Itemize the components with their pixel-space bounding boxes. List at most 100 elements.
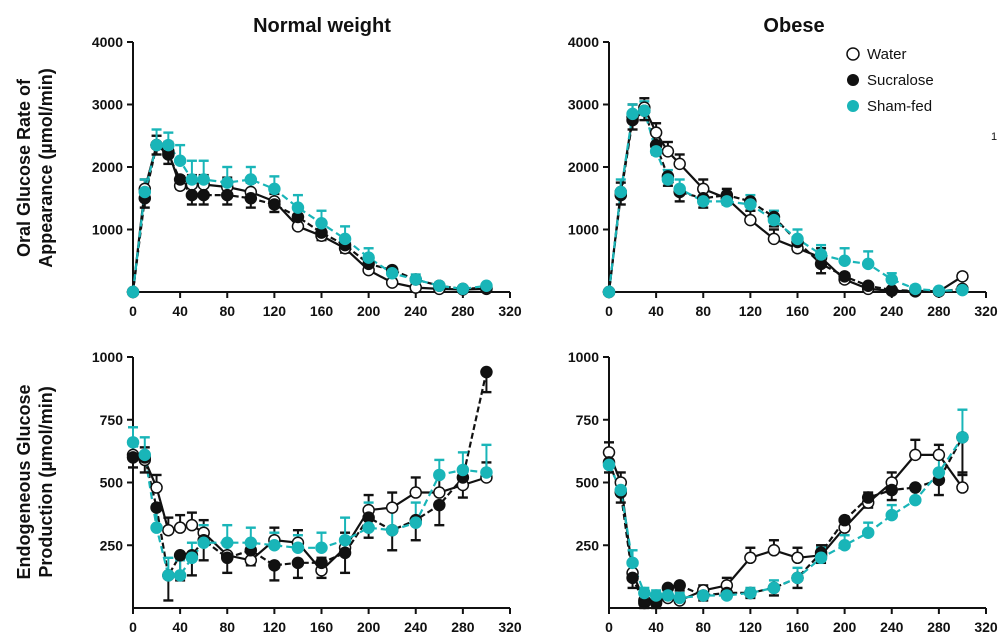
data-point-sham-fed <box>433 279 446 292</box>
series-line-sucralose <box>607 108 963 293</box>
y-tick-label: 500 <box>100 475 124 491</box>
ylabel-oral-line2: Appearance (µmol/min) <box>36 68 56 267</box>
data-point-sham-fed <box>221 176 234 189</box>
x-tick-label: 160 <box>786 619 810 635</box>
stray-label: 1 <box>991 131 997 143</box>
x-tick-label: 240 <box>880 619 904 635</box>
data-point-sham-fed <box>315 541 328 555</box>
data-point-water <box>661 145 675 158</box>
legend-marker-sham-fed <box>847 100 859 112</box>
data-point-sham-fed <box>861 526 875 539</box>
data-point-water <box>649 126 663 139</box>
data-point-sham-fed <box>885 273 898 286</box>
panels: 0 40 80 120 160 200 240 280 32010002000300040000… <box>92 34 998 635</box>
data-point-sham-fed <box>338 533 352 547</box>
data-point-sham-fed <box>315 217 328 230</box>
data-point-sucralose <box>480 365 493 379</box>
data-point-sham-fed <box>932 466 946 479</box>
legend-label-water: Water <box>867 46 906 63</box>
data-point-sucralose <box>838 513 851 527</box>
data-point-sham-fed <box>626 107 639 121</box>
data-point-water <box>956 270 969 283</box>
x-tick-label: 40 <box>648 303 664 319</box>
data-point-water <box>162 523 175 537</box>
x-tick-label: 200 <box>833 303 857 319</box>
y-tick-label: 3000 <box>568 97 599 113</box>
data-point-sham-fed <box>673 591 686 605</box>
x-tick-label: 40 <box>172 303 188 319</box>
data-point-sucralose <box>244 192 258 205</box>
data-point-sucralose <box>197 188 210 202</box>
y-tick-label: 1000 <box>92 349 123 365</box>
x-tick-label: 160 <box>786 303 810 319</box>
data-point-sham-fed <box>744 586 757 600</box>
data-point-sham-fed <box>649 589 663 602</box>
y-tick-label: 750 <box>576 412 600 428</box>
data-point-water <box>744 551 757 565</box>
legend-marker-sucralose <box>847 74 859 86</box>
x-tick-label: 160 <box>310 303 334 319</box>
data-point-sham-fed <box>720 195 734 208</box>
x-tick-label: 160 <box>310 619 334 635</box>
data-point-sucralose <box>838 270 851 283</box>
data-point-sham-fed <box>956 283 969 297</box>
data-point-sham-fed <box>150 521 163 534</box>
data-point-sucralose <box>338 546 352 560</box>
data-point-water <box>909 448 922 462</box>
data-point-sham-fed <box>791 571 804 585</box>
data-point-sham-fed <box>409 273 422 286</box>
x-tick-label: 0 <box>129 619 137 635</box>
data-point-sucralose <box>268 559 281 572</box>
data-point-sham-fed <box>126 285 140 299</box>
series-line-sucralose <box>131 143 487 293</box>
data-point-sucralose <box>861 491 875 504</box>
series-line-water <box>132 453 487 573</box>
chart-panel-normal-weight-top: 0 40 80 120 160 200 240 280 320 1000 2000 3000 4000 <box>92 34 522 319</box>
data-point-sham-fed <box>614 185 628 199</box>
data-point-sucralose <box>433 498 446 512</box>
data-point-sham-fed <box>861 257 875 271</box>
legend-marker-water <box>846 47 860 61</box>
data-point-sucralose <box>173 549 187 562</box>
data-point-sham-fed <box>932 284 946 297</box>
data-point-sham-fed <box>767 581 781 595</box>
data-point-sham-fed <box>602 285 616 299</box>
chart-panel-obese-top: 0 40 80 120 160 200 240 280 320 1000 2000 3000 4000 <box>568 34 998 319</box>
data-point-sham-fed <box>138 448 152 462</box>
x-tick-label: 280 <box>927 303 951 319</box>
data-point-water <box>767 544 781 557</box>
y-tick-label: 1000 <box>568 222 599 238</box>
data-point-sham-fed <box>626 556 639 570</box>
data-point-sham-fed <box>661 173 675 186</box>
data-point-sham-fed <box>244 173 258 186</box>
ylabel-egp-line1: Endogeneous Glucose <box>14 384 34 579</box>
chart-panel-obese-bottom: 0 40 80 120 160 200 240 280 320 250 500 750 1000 <box>568 349 998 635</box>
x-tick-label: 120 <box>263 619 287 635</box>
data-point-sucralose <box>268 198 281 211</box>
data-point-sham-fed <box>909 493 922 507</box>
data-point-sucralose <box>885 483 898 497</box>
x-tick-label: 280 <box>451 303 475 319</box>
data-point-sham-fed <box>138 185 152 199</box>
data-point-sham-fed <box>221 536 234 549</box>
data-point-sucralose <box>909 481 922 494</box>
ylabel-egp: Endogeneous Glucose Production (µmol/min… <box>14 384 56 579</box>
data-point-water <box>932 448 946 462</box>
data-point-sucralose <box>291 556 305 570</box>
y-tick-label: 1000 <box>92 222 123 238</box>
y-tick-label: 2000 <box>92 159 123 175</box>
data-point-sham-fed <box>614 483 628 497</box>
series-line-sham-fed <box>131 144 487 293</box>
data-point-sham-fed <box>720 589 734 602</box>
x-tick-label: 320 <box>974 619 998 635</box>
x-tick-label: 80 <box>219 303 235 319</box>
data-point-sham-fed <box>909 282 922 296</box>
chart-panel-normal-weight-bottom: 0 40 80 120 160 200 240 280 320 250 500 750 1000 <box>92 349 522 635</box>
data-point-sham-fed <box>433 468 446 482</box>
data-point-sham-fed <box>185 173 199 186</box>
data-point-water <box>956 481 969 494</box>
data-point-sham-fed <box>197 173 210 186</box>
data-point-sham-fed <box>244 536 258 549</box>
data-point-water <box>767 232 781 246</box>
data-point-water <box>173 521 187 534</box>
